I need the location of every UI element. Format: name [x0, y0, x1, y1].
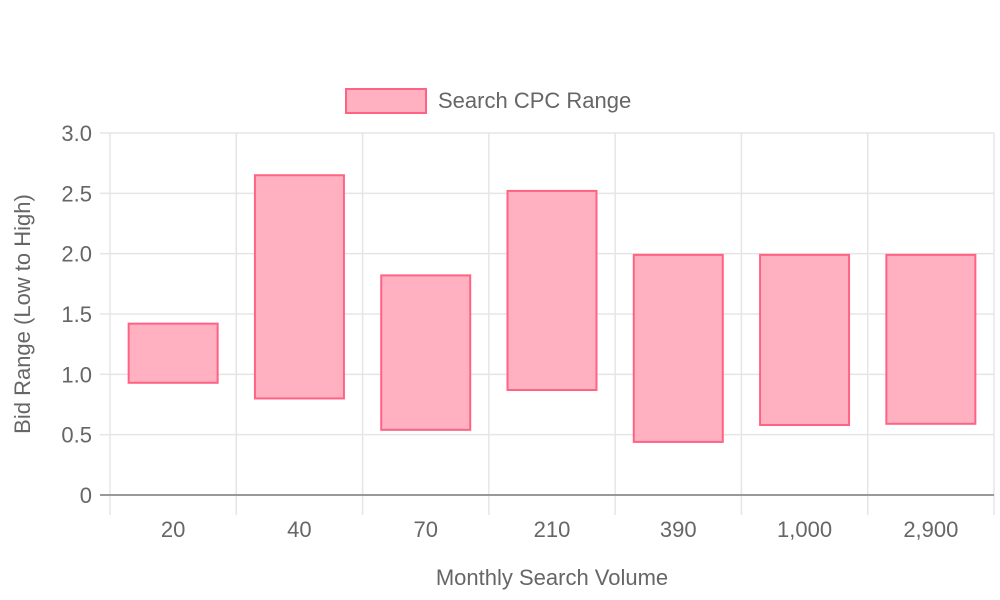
x-tick-label: 390 [660, 517, 697, 542]
y-tick-label: 1.0 [61, 362, 92, 387]
y-axis-title: Bid Range (Low to High) [10, 194, 35, 434]
y-tick-label: 3.0 [61, 121, 92, 146]
x-tick-label: 70 [413, 517, 437, 542]
bar-1000[interactable] [759, 253, 851, 427]
x-tick-label: 210 [534, 517, 571, 542]
x-tick-label: 40 [287, 517, 311, 542]
x-axis-title: Monthly Search Volume [436, 565, 668, 590]
legend-label[interactable]: Search CPC Range [438, 88, 631, 113]
y-tick-label: 2.0 [61, 242, 92, 267]
axes-layer: 0 0.5 1.0 1.5 2.0 2.5 3.0 20 40 70 210 390 1,000 2,90… [61, 121, 994, 542]
y-tick-label: 2.5 [61, 181, 92, 206]
x-tick-label: 2,900 [903, 517, 958, 542]
y-tick-label: 0 [80, 483, 92, 508]
legend[interactable]: Search CPC Range [345, 88, 631, 114]
bar-390[interactable] [632, 253, 724, 443]
bar-70[interactable] [380, 274, 472, 431]
bars-layer [127, 174, 977, 443]
bar-40[interactable] [253, 174, 345, 400]
y-tick-label: 1.5 [61, 302, 92, 327]
y-tick-label: 0.5 [61, 423, 92, 448]
bar-2900[interactable] [885, 253, 977, 425]
bar-210[interactable] [506, 189, 598, 392]
legend-swatch[interactable] [345, 88, 427, 114]
x-tick-label: 20 [161, 517, 185, 542]
bar-20[interactable] [127, 322, 219, 384]
x-tick-label: 1,000 [777, 517, 832, 542]
